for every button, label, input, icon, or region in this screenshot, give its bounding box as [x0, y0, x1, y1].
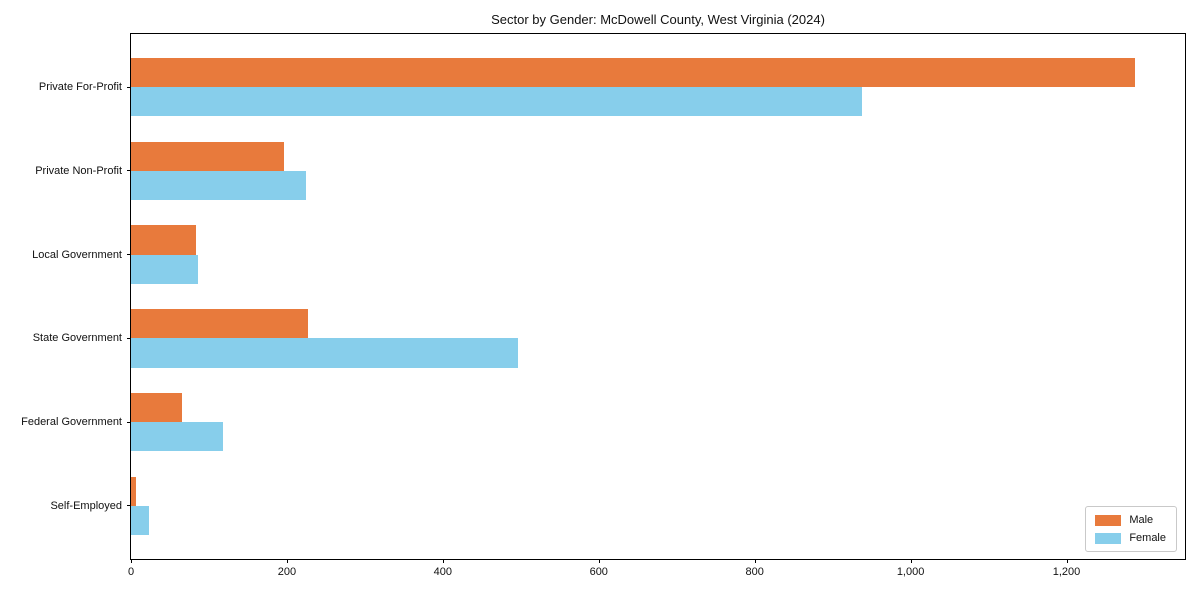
x-tick-mark	[910, 559, 912, 563]
bar-male-5	[131, 476, 137, 506]
y-tick-mark	[127, 505, 131, 507]
bar-male-1	[131, 141, 284, 171]
bar-male-2	[131, 225, 196, 255]
bar-male-0	[131, 57, 1136, 88]
plot-area: Private For-Profit Private Non-Profit Loca…	[21, 33, 1186, 578]
legend-label: Male	[1129, 514, 1154, 526]
x-tick-mark	[1066, 559, 1068, 563]
x-tick-label: 800	[745, 566, 764, 578]
x-tick-mark	[442, 559, 444, 563]
bar-male-4	[131, 392, 183, 423]
y-tick-label: Local Government	[32, 248, 122, 261]
legend-item-female: Female	[1095, 532, 1166, 544]
legend-swatch-female	[1095, 532, 1122, 544]
bar-female-3	[131, 338, 519, 368]
y-tick-mark	[127, 337, 131, 339]
x-tick-label: 1,000	[896, 566, 925, 578]
chart-title: Sector by Gender: McDowell County, West …	[491, 12, 825, 27]
legend-item-male: Male	[1095, 514, 1166, 526]
x-tick-mark	[131, 559, 132, 563]
bar-female-0	[131, 87, 863, 117]
bar-female-4	[131, 422, 223, 452]
bar-male-3	[131, 309, 308, 339]
legend: Male Female	[1085, 506, 1177, 552]
x-tick-mark	[754, 559, 756, 563]
x-tick-mark	[598, 559, 600, 563]
y-tick-label: Federal Government	[21, 416, 122, 429]
y-tick-mark	[127, 254, 131, 256]
y-tick-label: Self-Employed	[50, 499, 122, 512]
y-tick-label: State Government	[32, 332, 122, 345]
bar-female-5	[131, 505, 149, 536]
x-tick-label: 600	[589, 566, 608, 578]
x-tick-label: 400	[433, 566, 453, 578]
bar-female-1	[131, 170, 306, 201]
y-tick-mark	[127, 86, 131, 88]
x-tick-mark	[286, 559, 288, 563]
x-tick-label: 1,200	[1052, 566, 1081, 578]
y-tick-mark	[127, 421, 131, 423]
y-tick-mark	[127, 170, 131, 172]
bar-female-2	[131, 254, 199, 284]
y-tick-label: Private Non-Profit	[35, 164, 122, 177]
x-tick-label: 0	[127, 566, 135, 578]
x-tick-label: 200	[277, 566, 297, 578]
legend-label: Female	[1129, 532, 1166, 544]
y-tick-label: Private For-Profit	[38, 81, 122, 94]
legend-swatch-male	[1095, 514, 1122, 526]
